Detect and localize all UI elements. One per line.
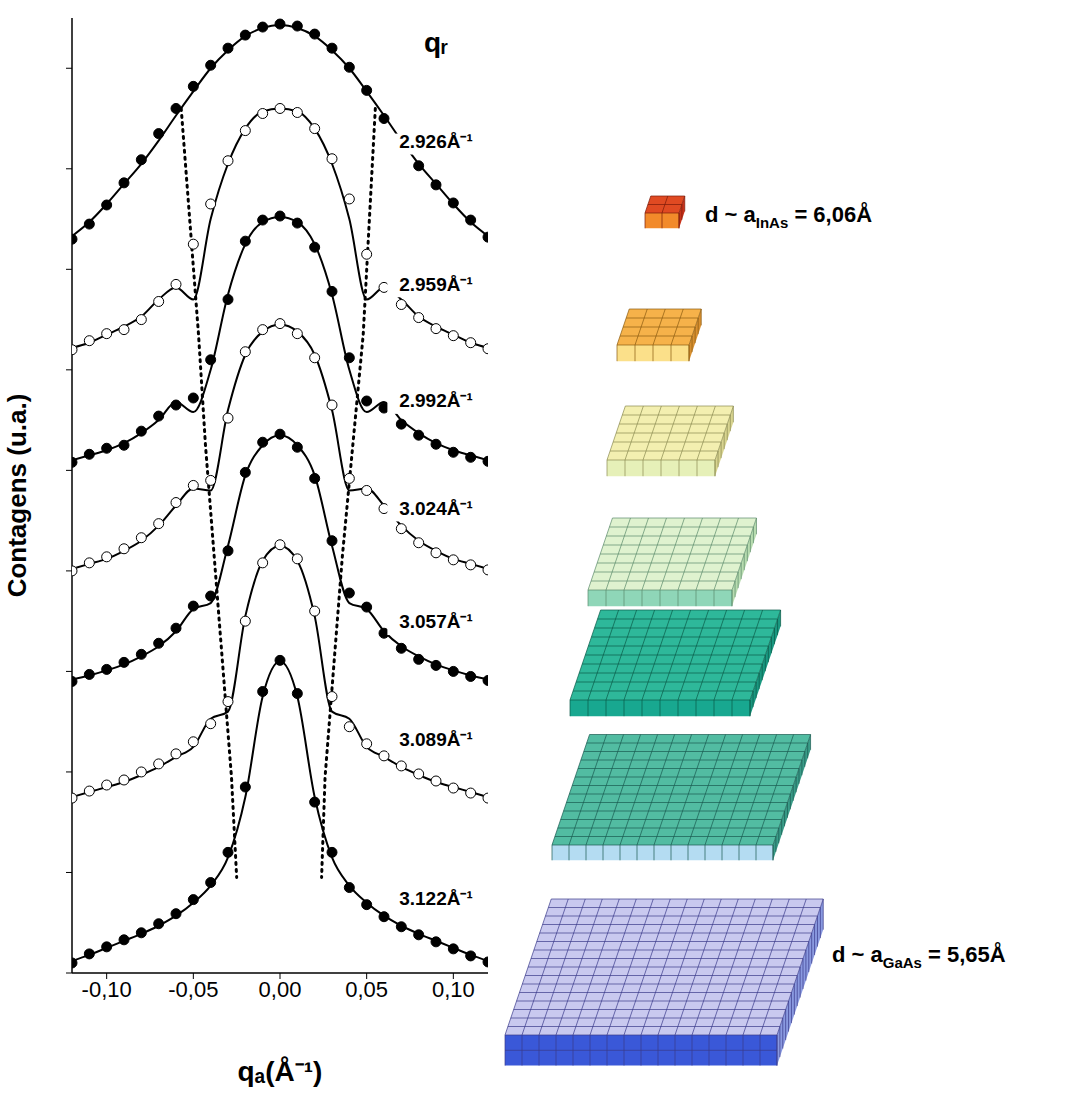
svg-text:0,00: 0,00 <box>259 977 302 1002</box>
svg-text:-0,05: -0,05 <box>168 977 218 1002</box>
svg-text:3.089Å⁻¹: 3.089Å⁻¹ <box>399 729 473 750</box>
svg-text:2.926Å⁻¹: 2.926Å⁻¹ <box>399 131 473 152</box>
svg-text:0,05: 0,05 <box>345 977 388 1002</box>
svg-text:2.992Å⁻¹: 2.992Å⁻¹ <box>399 390 473 411</box>
svg-text:d ~ aGaAs = 5,65Å: d ~ aGaAs = 5,65Å <box>832 941 1006 971</box>
svg-text:d ~ aInAs = 6,06Å: d ~ aInAs = 6,06Å <box>705 201 872 231</box>
svg-text:2.959Å⁻¹: 2.959Å⁻¹ <box>399 274 473 295</box>
svg-text:qᵣ: qᵣ <box>424 27 448 58</box>
svg-text:3.024Å⁻¹: 3.024Å⁻¹ <box>399 498 473 519</box>
svg-text:-0,10: -0,10 <box>82 977 132 1002</box>
svg-text:qₐ(Å⁻¹): qₐ(Å⁻¹) <box>238 1056 323 1087</box>
svg-text:Contagens (u.a.): Contagens (u.a.) <box>2 394 32 598</box>
svg-text:3.057Å⁻¹: 3.057Å⁻¹ <box>399 611 473 632</box>
svg-text:0,10: 0,10 <box>432 977 475 1002</box>
svg-text:3.122Å⁻¹: 3.122Å⁻¹ <box>399 888 473 909</box>
